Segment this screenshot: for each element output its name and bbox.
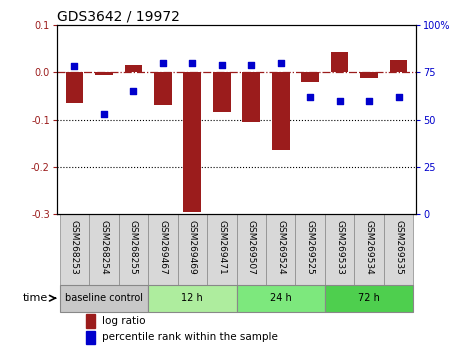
Point: [70, 64, 78, 69]
Text: GSM268255: GSM268255: [129, 220, 138, 275]
Bar: [384, 214, 413, 285]
Point: [336, 98, 343, 103]
Bar: [266, 214, 296, 285]
Text: GSM269525: GSM269525: [306, 220, 315, 275]
Bar: [360, 72, 378, 78]
Point: [189, 60, 196, 65]
Text: GSM268254: GSM268254: [99, 220, 108, 275]
Bar: [89, 214, 119, 285]
Bar: [207, 214, 236, 285]
Text: GSM269534: GSM269534: [365, 220, 374, 275]
Bar: [95, 72, 113, 75]
Point: [130, 88, 137, 94]
Bar: [325, 214, 354, 285]
Bar: [66, 72, 83, 103]
Text: 12 h: 12 h: [182, 293, 203, 303]
Text: GSM269467: GSM269467: [158, 220, 167, 275]
Bar: [390, 60, 407, 72]
Text: 24 h: 24 h: [270, 293, 291, 303]
Bar: [354, 214, 384, 285]
Bar: [60, 214, 89, 285]
Bar: [236, 214, 266, 285]
Bar: [272, 72, 289, 150]
Bar: [124, 65, 142, 72]
Text: GSM269533: GSM269533: [335, 220, 344, 275]
Bar: [60, 285, 148, 312]
Bar: [325, 285, 413, 312]
Bar: [119, 214, 148, 285]
Bar: [242, 72, 260, 122]
Bar: [154, 72, 172, 105]
Bar: [184, 72, 201, 212]
Point: [277, 60, 284, 65]
Point: [159, 60, 166, 65]
Bar: [301, 72, 319, 82]
Bar: [296, 214, 325, 285]
Text: log ratio: log ratio: [102, 316, 145, 326]
Text: percentile rank within the sample: percentile rank within the sample: [102, 332, 278, 342]
Text: baseline control: baseline control: [65, 293, 143, 303]
Text: GSM269535: GSM269535: [394, 220, 403, 275]
Text: time: time: [23, 293, 48, 303]
Bar: [213, 72, 231, 113]
Point: [100, 111, 108, 117]
Text: GSM269524: GSM269524: [276, 220, 285, 275]
Point: [365, 98, 373, 103]
Point: [247, 62, 255, 67]
Point: [218, 62, 226, 67]
Text: GSM268253: GSM268253: [70, 220, 79, 275]
Bar: [148, 285, 236, 312]
Text: GSM269471: GSM269471: [217, 220, 226, 275]
Bar: [148, 214, 177, 285]
Text: GSM269507: GSM269507: [247, 220, 256, 275]
Text: GDS3642 / 19972: GDS3642 / 19972: [57, 10, 180, 24]
Bar: [177, 214, 207, 285]
Bar: [86, 314, 95, 327]
Bar: [86, 331, 95, 344]
Bar: [236, 285, 325, 312]
Point: [395, 94, 403, 99]
Point: [307, 94, 314, 99]
Text: GSM269469: GSM269469: [188, 220, 197, 275]
Text: 72 h: 72 h: [358, 293, 380, 303]
Bar: [331, 52, 349, 72]
